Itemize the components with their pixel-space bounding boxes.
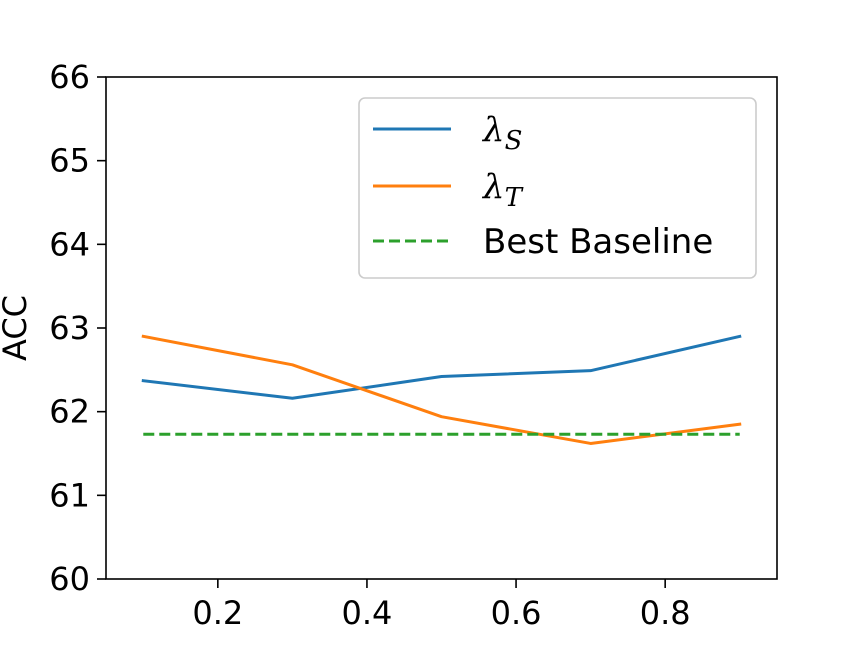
- legend-label: λT: [481, 167, 524, 213]
- legend: λS λT Best Baseline: [358, 97, 757, 279]
- x-tick-label: 0.8: [640, 594, 691, 632]
- legend-label: λS: [481, 110, 522, 156]
- y-tick-label: 60: [49, 560, 90, 598]
- x-axis-ticks: 0.2 0.4 0.6 0.8: [192, 579, 691, 632]
- y-axis-label: ACC: [0, 295, 34, 361]
- y-tick-label: 61: [49, 476, 90, 514]
- y-axis-ticks: 60 61 62 63 64 65 66: [49, 58, 106, 598]
- legend-box: [358, 97, 757, 279]
- x-tick-label: 0.6: [491, 594, 542, 632]
- x-tick-label: 0.4: [341, 594, 392, 632]
- series-lines: [141, 334, 742, 445]
- y-tick-label: 66: [49, 58, 90, 96]
- y-tick-label: 65: [49, 142, 90, 180]
- series-line-1: [141, 334, 742, 445]
- y-tick-label: 64: [49, 225, 90, 263]
- x-tick-label: 0.2: [192, 594, 243, 632]
- series-line-0: [141, 334, 742, 400]
- legend-label: Best Baseline: [483, 222, 713, 262]
- y-tick-label: 63: [49, 309, 90, 347]
- y-tick-label: 62: [49, 393, 90, 431]
